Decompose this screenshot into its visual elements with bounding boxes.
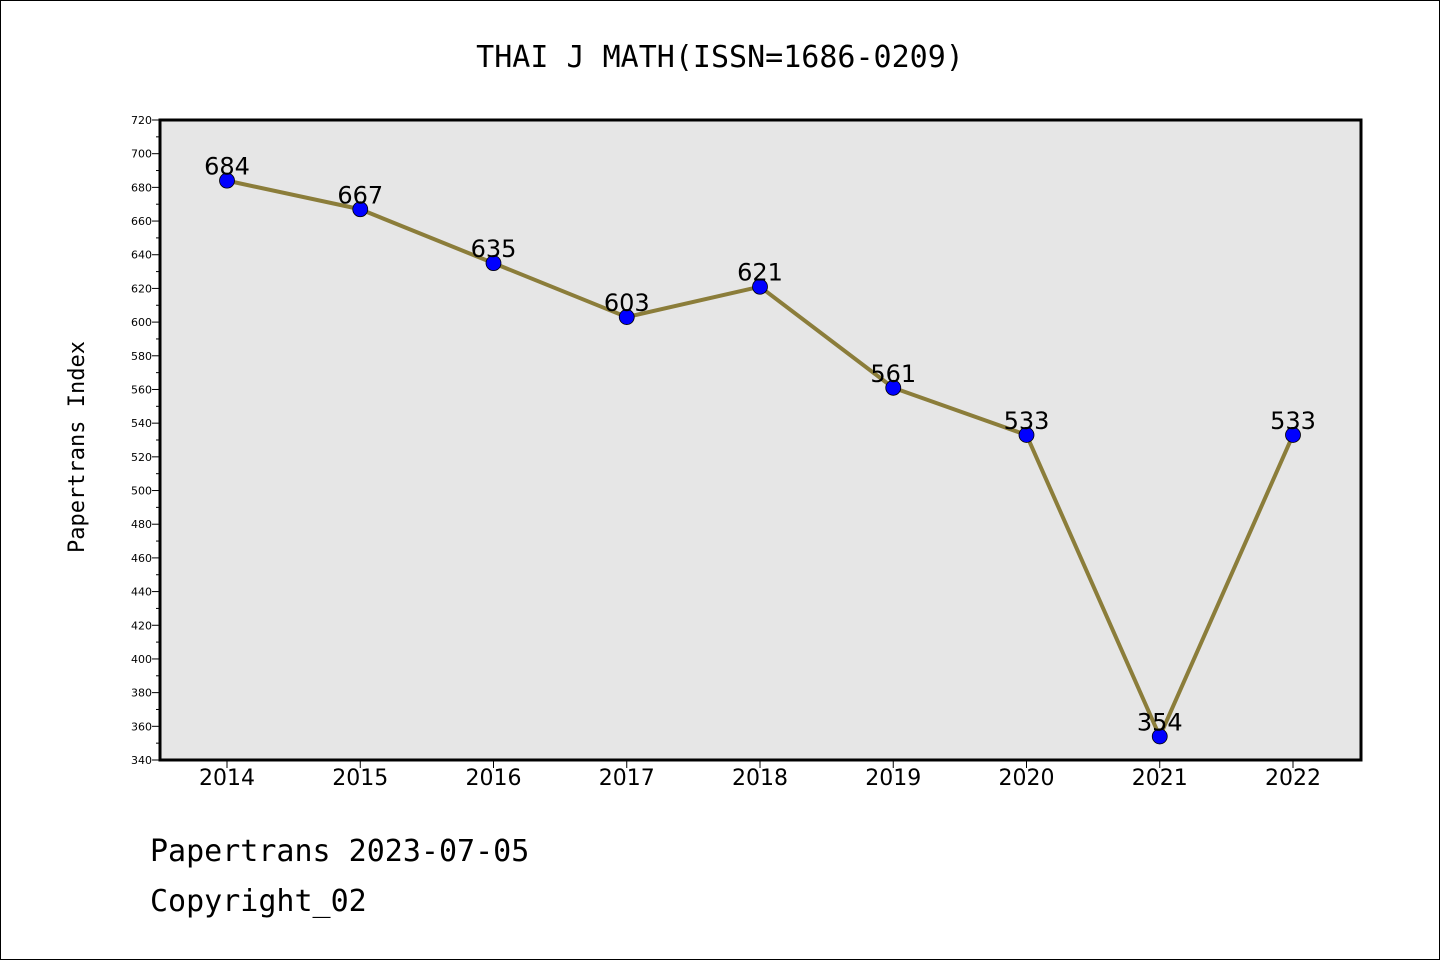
x-tick-label: 2018 [732,766,788,791]
data-label: 603 [604,289,650,317]
plot-area [160,120,1361,760]
y-tick-label: 540 [131,417,152,430]
y-tick-label: 720 [131,114,152,127]
y-tick-label: 660 [131,215,152,228]
y-axis-label: Papertrans Index [65,341,90,553]
x-tick-label: 2014 [199,766,255,791]
x-tick-label: 2016 [466,766,522,791]
series-line-group: 684 667 635 603 621 561 533 354 533 [204,153,1316,745]
data-label: 533 [1270,407,1316,435]
data-point [1018,427,1035,443]
y-tick-label: 520 [131,451,152,464]
data-label: 561 [870,360,916,388]
data-point [752,278,768,295]
x-tick-label: 2017 [599,766,655,791]
x-tick-label: 2015 [332,766,388,791]
y-tick-label: 340 [131,754,152,767]
data-label: 635 [471,235,517,263]
data-point [618,309,635,325]
y-tick-label: 360 [131,720,152,733]
data-label: 354 [1137,708,1183,736]
data-point [219,172,235,189]
plot-border [158,118,1363,762]
y-tick-label: 640 [131,249,152,262]
y-tick-label: 380 [131,687,152,700]
data-point [485,255,502,272]
y-tick-label: 600 [131,316,152,329]
y-tick-label: 400 [131,653,152,666]
data-point [885,379,902,396]
data-point [1285,427,1301,443]
y-tick-label: 500 [131,485,152,498]
footer-date: Papertrans 2023-07-05 [150,834,530,869]
x-axis: 2014 2015 2016 2017 2018 2019 2020 2021 2022 [199,760,1321,791]
x-tick-label: 2019 [865,766,921,791]
y-tick-label: 560 [131,383,152,396]
y-tick-label: 420 [131,619,152,632]
y-tick-label: 580 [131,350,152,363]
y-tick-label: 700 [131,148,152,161]
y-tick-label: 480 [131,518,152,531]
x-tick-label: 2020 [999,766,1055,791]
data-label: 667 [337,181,383,209]
chart-title: THAI J MATH(ISSN=1686-0209) [476,40,964,75]
data-label: 533 [1004,407,1050,435]
data-label: 684 [204,153,250,181]
y-tick-label: 680 [131,181,152,194]
x-tick-label: 2022 [1265,766,1321,791]
data-label: 621 [737,259,783,287]
x-tick-label: 2021 [1132,766,1188,791]
data-point [352,201,369,218]
data-point [1151,728,1168,745]
footer-copyright: Copyright_02 [150,884,367,919]
y-tick-label: 440 [131,586,152,599]
y-tick-label: 460 [131,552,152,565]
y-axis: 340 360 380 400 420 440 460 480 500 520 540 560 580 6… [131,114,160,767]
y-tick-label: 620 [131,282,152,295]
